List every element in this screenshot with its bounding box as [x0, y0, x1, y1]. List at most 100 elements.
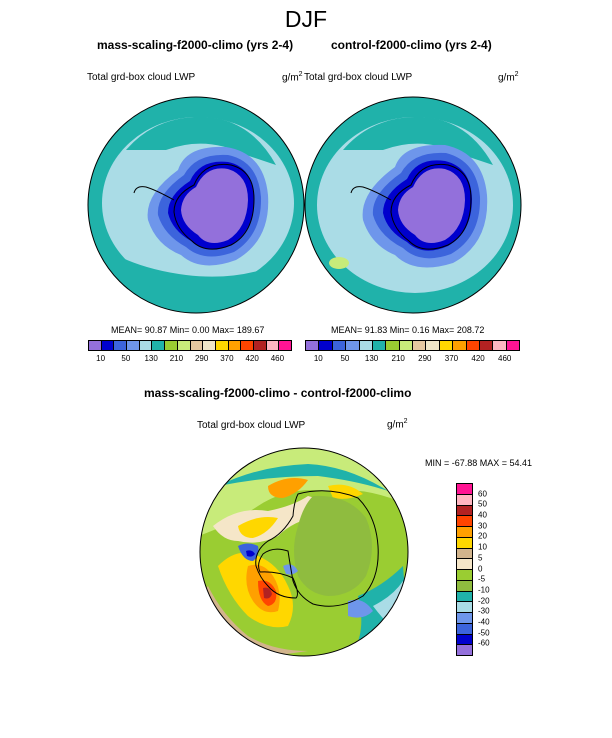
- colorbar-swatch: [359, 341, 373, 350]
- colorbar-tick-label: -30: [478, 606, 490, 616]
- colorbar-tick-label: 50: [340, 354, 350, 363]
- colorbar-swatch: [457, 613, 472, 624]
- colorbar-swatch: [203, 341, 216, 350]
- colorbar-swatch: [215, 341, 229, 350]
- colorbar-swatch: [346, 341, 360, 350]
- panel-1-title: mass-scaling-f2000-climo (yrs 2-4): [97, 38, 294, 52]
- colorbar-tick-label: 370: [220, 354, 234, 363]
- colorbar-tick-label: -20: [478, 596, 490, 606]
- panel-1-stats: MEAN= 90.87 Min= 0.00 Max= 189.67: [111, 325, 265, 335]
- colorbar-swatch: [89, 341, 102, 350]
- colorbar-tick-label: -5: [478, 574, 486, 584]
- colorbar-swatch: [306, 341, 320, 350]
- colorbar-swatch: [453, 341, 467, 350]
- colorbar-tick-label: 50: [478, 499, 487, 509]
- panel-2-colorbar: [305, 340, 520, 351]
- colorbar-swatch: [457, 591, 472, 603]
- colorbar-tick-label: 130: [144, 354, 158, 363]
- panel-2-colorbar-ticks: 10 50 130 210 290 370 420 460: [305, 354, 518, 366]
- colorbar-tick-label: 210: [169, 354, 184, 363]
- colorbar-swatch: [466, 341, 480, 350]
- colorbar-swatch: [457, 537, 472, 549]
- colorbar-swatch: [372, 341, 387, 350]
- colorbar-swatch: [177, 341, 191, 350]
- colorbar-swatch: [506, 341, 519, 350]
- colorbar-tick-label: 5: [478, 553, 483, 563]
- colorbar-swatch: [114, 341, 128, 350]
- colorbar-swatch: [457, 602, 472, 613]
- colorbar-swatch: [190, 341, 204, 350]
- colorbar-swatch: [332, 341, 347, 350]
- colorbar-tick-label: 10: [96, 354, 106, 363]
- colorbar-swatch: [165, 341, 178, 350]
- colorbar-swatch: [457, 580, 472, 592]
- colorbar-swatch: [253, 341, 267, 350]
- colorbar-swatch: [426, 341, 440, 350]
- season-title: DJF: [284, 6, 328, 32]
- colorbar-swatch: [279, 341, 291, 350]
- colorbar-tick-label: 210: [391, 354, 405, 363]
- colorbar-swatch: [101, 341, 115, 350]
- colorbar-tick-label: -40: [478, 617, 490, 627]
- colorbar-swatch: [266, 341, 280, 350]
- colorbar-tick-label: 460: [270, 354, 285, 363]
- colorbar-swatch: [457, 570, 472, 581]
- colorbar-tick-label: 50: [121, 354, 131, 363]
- colorbar-swatch: [399, 341, 413, 350]
- diff-stats: MIN = -67.88 MAX = 54.41: [425, 458, 533, 468]
- colorbar-tick-label: -10: [478, 585, 490, 595]
- diff-colorbar: [456, 483, 473, 656]
- colorbar-swatch: [457, 634, 472, 646]
- colorbar-swatch: [139, 341, 153, 350]
- colorbar-swatch: [457, 494, 472, 506]
- colorbar-swatch: [386, 341, 400, 350]
- colorbar-swatch: [228, 341, 242, 350]
- colorbar-swatch: [457, 645, 472, 655]
- colorbar-swatch: [319, 341, 333, 350]
- colorbar-tick-label: 60: [478, 489, 487, 499]
- diff-units: g/m2: [387, 418, 408, 431]
- colorbar-swatch: [457, 527, 472, 538]
- colorbar-swatch: [457, 548, 472, 560]
- colorbar-swatch: [457, 559, 472, 570]
- colorbar-swatch: [457, 623, 472, 635]
- panel-2-title: control-f2000-climo (yrs 2-4): [331, 38, 492, 52]
- colorbar-tick-label: 290: [418, 354, 432, 363]
- colorbar-tick-label: 420: [245, 354, 259, 363]
- colorbar-swatch: [413, 341, 427, 350]
- colorbar-swatch: [457, 505, 472, 517]
- colorbar-tick-label: 20: [478, 531, 487, 541]
- map-control: [304, 96, 522, 314]
- map-mass-scaling: [87, 96, 305, 314]
- panel-2-field-label: Total grd-box cloud LWP: [304, 72, 413, 83]
- diff-colorbar-ticks: 60 50 40 30 20 10 5 0 -5 -10 -20 -30 -40 -50 -60: [478, 483, 508, 654]
- colorbar-tick-label: 40: [478, 510, 487, 520]
- colorbar-swatch: [457, 516, 472, 527]
- colorbar-tick-label: 370: [444, 354, 459, 363]
- panel-1-colorbar-ticks: 10 50 130 210 290 370 420 460: [88, 354, 290, 366]
- panel-2-units: g/m2: [498, 71, 519, 84]
- panel-1-field-label: Total grd-box cloud LWP: [87, 72, 196, 83]
- map-difference: [199, 447, 409, 657]
- panel-1-units: g/m2: [282, 71, 303, 84]
- colorbar-swatch: [457, 484, 472, 495]
- colorbar-tick-label: 290: [194, 354, 209, 363]
- colorbar-swatch: [493, 341, 507, 350]
- diff-field-label: Total grd-box cloud LWP: [197, 420, 306, 431]
- colorbar-tick-label: 0: [478, 564, 483, 573]
- colorbar-tick-label: 10: [313, 354, 323, 363]
- panel-2-stats: MEAN= 91.83 Min= 0.16 Max= 208.72: [331, 325, 485, 335]
- colorbar-swatch: [439, 341, 454, 350]
- colorbar-swatch: [241, 341, 254, 350]
- colorbar-tick-label: 10: [478, 542, 487, 552]
- colorbar-tick-label: 130: [364, 354, 379, 363]
- colorbar-tick-label: 30: [478, 521, 487, 531]
- colorbar-tick-label: 460: [498, 354, 512, 363]
- colorbar-swatch: [152, 341, 166, 350]
- diff-panel-title: mass-scaling-f2000-climo - control-f2000…: [144, 386, 412, 400]
- colorbar-swatch: [479, 341, 494, 350]
- colorbar-tick-label: 420: [471, 354, 485, 363]
- colorbar-swatch: [127, 341, 140, 350]
- colorbar-tick-label: -50: [478, 628, 490, 638]
- colorbar-tick-label: -60: [478, 638, 490, 648]
